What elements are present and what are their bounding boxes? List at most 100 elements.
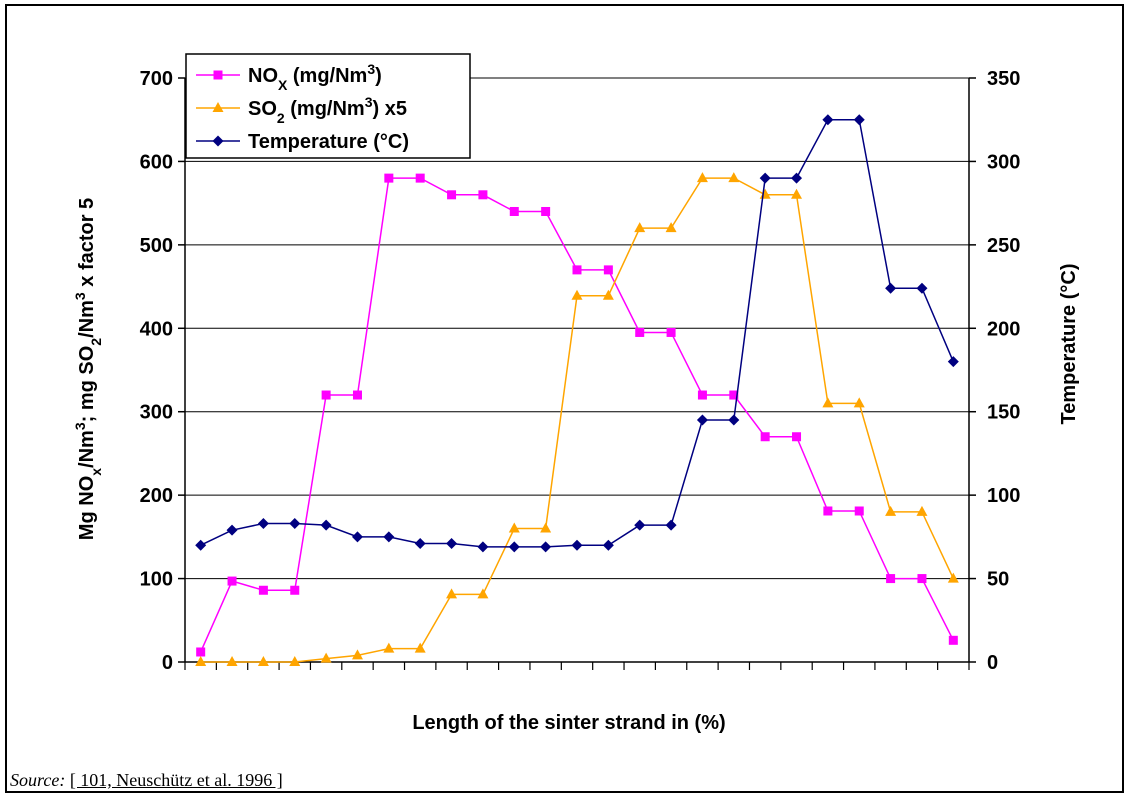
legend-swatch-marker xyxy=(212,135,224,147)
data-point xyxy=(257,656,269,666)
data-point xyxy=(447,190,457,200)
data-point xyxy=(195,656,207,666)
left-tick-label: 700 xyxy=(140,68,173,90)
data-point xyxy=(415,173,425,183)
legend-label: SO2 (mg/Nm3) x5 xyxy=(248,94,407,126)
data-point xyxy=(665,222,677,233)
data-point xyxy=(541,206,551,216)
data-point xyxy=(666,327,676,337)
gridlines xyxy=(185,77,969,580)
data-point xyxy=(446,588,458,599)
right-tick-label: 50 xyxy=(987,569,1009,591)
data-point xyxy=(759,188,771,199)
data-point xyxy=(916,505,928,516)
data-point xyxy=(603,265,613,275)
data-point xyxy=(540,541,552,553)
right-tick-label: 150 xyxy=(987,402,1020,424)
data-point xyxy=(383,642,395,653)
data-point xyxy=(792,432,802,442)
data-point xyxy=(509,206,519,216)
data-point xyxy=(916,282,928,294)
data-point xyxy=(602,539,614,551)
data-point xyxy=(822,114,834,126)
data-point xyxy=(414,642,426,653)
data-point xyxy=(508,541,520,553)
data-point xyxy=(352,390,362,400)
left-tick-label: 300 xyxy=(140,402,173,424)
right-tick-label: 0 xyxy=(987,652,998,674)
data-point xyxy=(477,588,489,599)
series-line xyxy=(200,118,955,548)
left-tick-label: 200 xyxy=(140,485,173,507)
data-point xyxy=(634,519,646,531)
left-y-axis-title: Mg NOx/Nm3; mg SO2/Nm3 x factor 5 xyxy=(72,198,104,540)
data-point xyxy=(853,397,865,408)
data-point xyxy=(478,190,488,200)
legend-swatch-marker xyxy=(212,102,224,112)
data-point xyxy=(351,531,363,543)
data-point xyxy=(947,572,959,583)
legend: NOX (mg/Nm3)SO2 (mg/Nm3) x5 Temperature (… xyxy=(185,53,471,159)
data-point xyxy=(602,289,614,300)
data-point xyxy=(822,397,834,408)
series-line xyxy=(199,177,954,653)
axes: 0 100 200 300 400 500 600 700 0 50 100 150 200 250 300… xyxy=(140,68,1021,674)
series-square xyxy=(196,173,958,657)
source-label: Source: xyxy=(10,770,66,790)
data-point xyxy=(947,356,959,368)
data-point xyxy=(508,522,520,533)
data-point xyxy=(320,652,332,663)
data-point xyxy=(917,574,927,584)
series-line xyxy=(200,177,954,663)
data-point xyxy=(853,114,865,126)
data-point xyxy=(320,519,332,531)
data-point xyxy=(571,289,583,300)
data-point xyxy=(290,585,300,595)
right-tick-label: 300 xyxy=(987,151,1020,173)
left-tick-label: 500 xyxy=(140,235,173,257)
data-point xyxy=(414,538,426,550)
right-y-axis-title: Temperature (°C) xyxy=(1058,264,1080,425)
data-point xyxy=(948,635,958,645)
data-point xyxy=(760,432,770,442)
data-point xyxy=(885,282,897,294)
data-point xyxy=(696,414,708,426)
data-point xyxy=(759,172,771,184)
data-point xyxy=(635,327,645,337)
left-tick-label: 0 xyxy=(162,652,173,674)
series-layer xyxy=(195,114,959,666)
legend-label: NOX (mg/Nm3) xyxy=(248,61,382,93)
data-point xyxy=(226,524,238,536)
data-point xyxy=(696,172,708,183)
data-point xyxy=(854,506,864,516)
data-point xyxy=(257,518,269,530)
left-tick-label: 400 xyxy=(140,318,173,340)
data-point xyxy=(823,506,833,516)
data-point xyxy=(384,173,394,183)
data-point xyxy=(697,390,707,400)
data-point xyxy=(572,265,582,275)
left-tick-label: 600 xyxy=(140,151,173,173)
data-point xyxy=(477,541,489,553)
right-tick-label: 100 xyxy=(987,485,1020,507)
data-point xyxy=(227,576,237,586)
source-reference: [ 101, Neuschütz et al. 1996 ] xyxy=(69,770,283,790)
legend-swatch-marker xyxy=(213,70,223,80)
legend-entry: Temperature (°C) xyxy=(196,131,409,153)
data-point xyxy=(728,414,740,426)
data-point xyxy=(446,538,458,550)
data-point xyxy=(729,390,739,400)
left-tick-label: 100 xyxy=(140,569,173,591)
right-tick-label: 350 xyxy=(987,68,1020,90)
data-point xyxy=(540,522,552,533)
data-point xyxy=(351,649,363,660)
series-diamond xyxy=(195,114,959,553)
legend-label: Temperature (°C) xyxy=(248,131,409,153)
x-axis-title: Length of the sinter strand in (%) xyxy=(412,712,725,734)
data-point xyxy=(196,647,206,657)
data-point xyxy=(289,656,301,666)
data-point xyxy=(886,574,896,584)
source-line: Source: [ 101, Neuschütz et al. 1996 ] xyxy=(10,770,283,791)
right-tick-label: 200 xyxy=(987,318,1020,340)
